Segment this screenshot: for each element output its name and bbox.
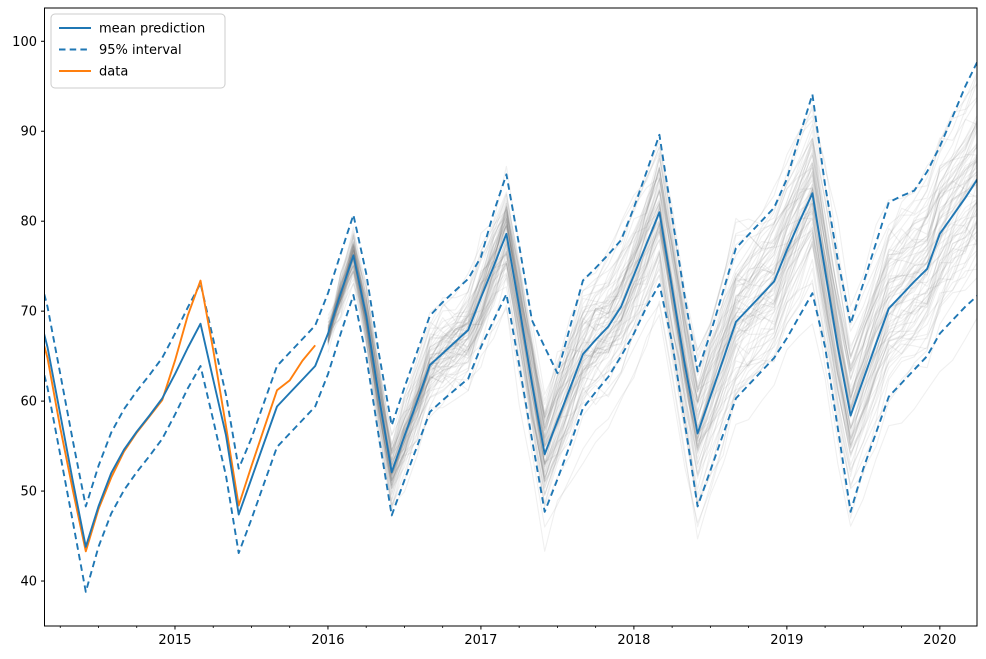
sample-path (327, 153, 977, 487)
x-tick-label: 2016 (311, 633, 344, 648)
sample-path (327, 176, 977, 466)
sample-path (327, 123, 977, 452)
sample-path (327, 184, 977, 455)
sample-path (327, 243, 977, 505)
x-tick-label: 2018 (617, 633, 650, 648)
interval-lower-line (44, 283, 977, 593)
sample-path (327, 199, 977, 475)
sample-path (327, 245, 977, 490)
x-tick-label: 2015 (158, 633, 191, 648)
y-tick-label: 90 (20, 125, 37, 140)
sample-path (327, 261, 977, 552)
data-line (44, 279, 316, 553)
sample-path (327, 187, 977, 478)
sample-path (327, 160, 977, 511)
sample-path (327, 153, 977, 463)
y-tick-label: 40 (20, 575, 37, 590)
x-axis: 2015 2016 2017 2018 2019 2020 (59, 626, 956, 648)
sample-path (327, 81, 977, 465)
sample-path (327, 83, 977, 483)
interval-upper-line (44, 60, 977, 508)
sample-path (327, 170, 977, 482)
sample-path (327, 220, 977, 470)
plot-border (44, 7, 978, 627)
sample-path (327, 73, 977, 447)
y-tick-label: 70 (20, 305, 37, 320)
sample-path (327, 167, 977, 456)
sample-path (327, 199, 977, 486)
sample-path (327, 125, 977, 477)
sample-path (327, 219, 977, 474)
sample-path (327, 221, 977, 483)
sample-path (327, 122, 977, 481)
sample-path (327, 160, 977, 475)
sample-path (327, 145, 977, 480)
sample-path (327, 115, 977, 476)
y-tick-label: 80 (20, 215, 37, 230)
sample-path (327, 198, 977, 497)
y-tick-label: 50 (20, 485, 37, 500)
sample-path (327, 119, 977, 480)
sample-path (327, 229, 977, 507)
legend: mean prediction 95% interval data (50, 13, 226, 89)
sample-path (327, 190, 977, 465)
sample-path (327, 118, 977, 445)
legend-label: mean prediction (99, 22, 205, 37)
sample-path (327, 155, 977, 490)
sample-path (327, 207, 977, 496)
sample-path (327, 174, 977, 452)
sample-path (327, 158, 977, 473)
sample-path (327, 118, 977, 465)
y-axis: 40 50 60 70 80 90 100 (12, 35, 45, 590)
sample-path (327, 142, 977, 495)
sample-path (327, 225, 977, 507)
sample-path (327, 194, 977, 486)
plot-area (44, 60, 977, 593)
y-tick-label: 60 (20, 395, 37, 410)
sample-path (327, 162, 977, 477)
sample-path (327, 71, 977, 465)
sample-path (327, 160, 977, 505)
legend-label: data (99, 65, 128, 80)
mean-prediction-line (44, 177, 977, 548)
sample-path (327, 191, 977, 449)
sample-path (327, 152, 977, 461)
x-tick-label: 2020 (923, 633, 956, 648)
sample-path (327, 124, 977, 479)
sample-path (327, 140, 977, 470)
sample-path (327, 217, 977, 502)
x-tick-label: 2017 (464, 633, 497, 648)
sample-path (327, 239, 977, 528)
sample-path (327, 154, 977, 452)
sample-path (327, 119, 977, 508)
sample-path (327, 127, 977, 489)
sample-path (327, 218, 977, 465)
sample-path (327, 171, 977, 454)
sample-path (327, 231, 977, 489)
legend-box (50, 13, 226, 89)
sample-path (327, 153, 977, 451)
legend-label: 95% interval (99, 43, 182, 58)
sample-path (327, 181, 977, 480)
sample-path (327, 150, 977, 447)
x-tick-label: 2019 (770, 633, 803, 648)
sample-path (327, 202, 977, 469)
sample-path (327, 200, 977, 486)
sample-path (327, 202, 977, 508)
sample-path (327, 129, 977, 474)
sample-path (327, 96, 977, 454)
sample-path (327, 237, 977, 528)
sample-path (327, 243, 977, 506)
y-tick-label: 100 (12, 35, 37, 50)
sample-path (327, 176, 977, 483)
